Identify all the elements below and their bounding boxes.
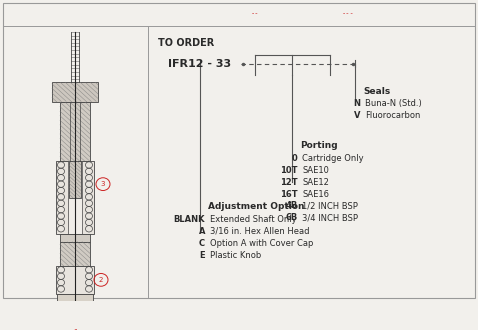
Bar bbox=[61, 312, 89, 323]
Text: 6B: 6B bbox=[285, 213, 297, 222]
Text: 3/4 INCH BSP: 3/4 INCH BSP bbox=[303, 213, 358, 222]
Text: Extended Shaft Only: Extended Shaft Only bbox=[210, 215, 297, 224]
Text: E: E bbox=[199, 251, 205, 260]
Bar bbox=[52, 82, 98, 102]
Text: ---: --- bbox=[342, 10, 354, 16]
Text: SAE12: SAE12 bbox=[303, 178, 329, 187]
Text: A: A bbox=[198, 227, 205, 236]
Text: Fluorocarbon: Fluorocarbon bbox=[365, 111, 420, 120]
Text: SAE16: SAE16 bbox=[303, 190, 329, 199]
Text: Seals: Seals bbox=[363, 86, 390, 96]
Text: 0: 0 bbox=[292, 154, 297, 163]
Text: 3: 3 bbox=[101, 181, 105, 187]
Text: 4B: 4B bbox=[285, 201, 297, 211]
Text: 1/2 INCH BSP: 1/2 INCH BSP bbox=[303, 201, 358, 211]
Text: 3/16 in. Hex Allen Head: 3/16 in. Hex Allen Head bbox=[210, 227, 309, 236]
Text: SAE10: SAE10 bbox=[303, 166, 329, 175]
Text: C: C bbox=[199, 239, 205, 248]
Text: TO ORDER: TO ORDER bbox=[158, 38, 214, 48]
Bar bbox=[56, 161, 94, 234]
Text: 1: 1 bbox=[73, 329, 77, 330]
Text: Buna-N (Std.): Buna-N (Std.) bbox=[365, 99, 422, 108]
Bar bbox=[56, 266, 94, 293]
Text: Cartridge Only: Cartridge Only bbox=[303, 154, 364, 163]
Bar bbox=[60, 102, 90, 161]
Text: BLANK: BLANK bbox=[174, 215, 205, 224]
Text: V: V bbox=[354, 111, 360, 120]
Text: Porting: Porting bbox=[301, 141, 338, 150]
Bar bbox=[68, 161, 82, 234]
Text: Option A with Cover Cap: Option A with Cover Cap bbox=[210, 239, 314, 248]
Text: N: N bbox=[353, 99, 360, 108]
Bar bbox=[57, 293, 93, 312]
Bar bbox=[69, 161, 81, 198]
Bar bbox=[60, 234, 90, 242]
Text: --: -- bbox=[251, 10, 259, 16]
Text: IFR12 - 33: IFR12 - 33 bbox=[168, 59, 231, 69]
Text: 12T: 12T bbox=[280, 178, 297, 187]
Bar bbox=[60, 242, 90, 266]
Text: 16T: 16T bbox=[280, 190, 297, 199]
Text: 10T: 10T bbox=[280, 166, 297, 175]
Text: Plastic Knob: Plastic Knob bbox=[210, 251, 261, 260]
Text: Adjustment Option: Adjustment Option bbox=[208, 202, 304, 212]
Text: 2: 2 bbox=[99, 277, 103, 283]
